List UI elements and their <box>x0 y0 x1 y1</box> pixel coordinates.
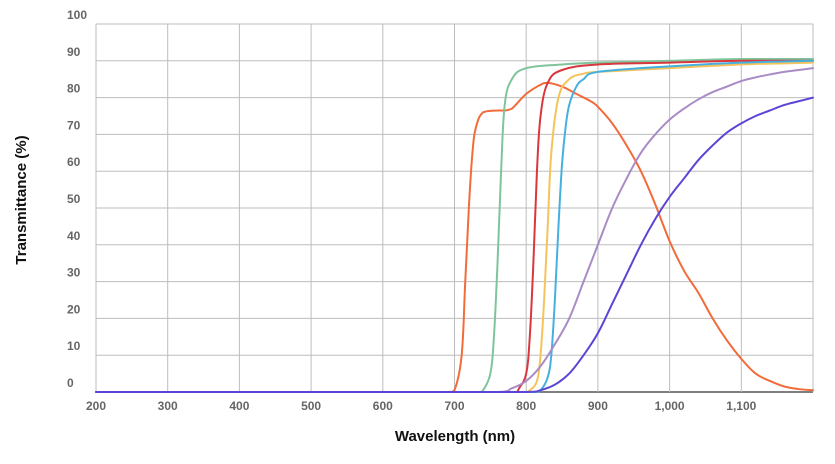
x-tick-label: 700 <box>444 399 464 413</box>
y-tick-label: 70 <box>67 118 81 132</box>
y-tick-label: 100 <box>67 8 87 22</box>
x-tick-label: 800 <box>516 399 536 413</box>
y-tick-label: 20 <box>67 302 81 316</box>
x-tick-label: 1,000 <box>655 399 685 413</box>
x-tick-label: 1,100 <box>726 399 756 413</box>
x-tick-label: 400 <box>229 399 249 413</box>
y-tick-label: 80 <box>67 82 81 96</box>
series-line-1 <box>95 81 814 394</box>
y-tick-label: 60 <box>67 155 81 169</box>
y-axis-title: Transmittance (%) <box>13 135 30 264</box>
x-tick-label: 600 <box>373 399 393 413</box>
y-tick-label: 40 <box>67 229 81 243</box>
series-line-6 <box>95 67 814 394</box>
series-lines <box>95 57 814 394</box>
grid-lines <box>95 23 814 393</box>
y-tick-label: 0 <box>67 376 74 390</box>
x-tick-label: 300 <box>158 399 178 413</box>
y-tick-label: 30 <box>67 266 81 280</box>
tick-labels: 0 10 20 30 40 50 60 70 80 90 100 200 300 400 500 600 700… <box>67 8 757 413</box>
x-tick-label: 900 <box>588 399 608 413</box>
x-tick-label: 200 <box>86 399 106 413</box>
series-line-7 <box>95 96 814 394</box>
x-axis-title: Wavelength (nm) <box>395 428 515 445</box>
y-tick-label: 90 <box>67 45 81 59</box>
y-tick-label: 50 <box>67 192 81 206</box>
x-tick-label: 500 <box>301 399 321 413</box>
y-tick-label: 10 <box>67 339 81 353</box>
